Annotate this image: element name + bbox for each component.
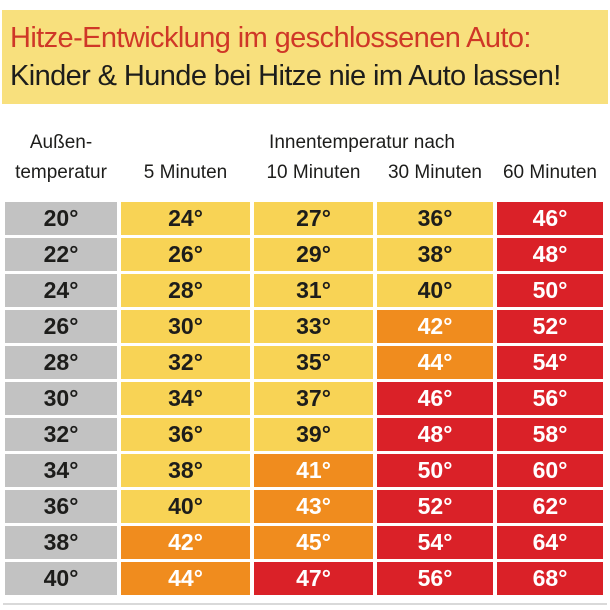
inner-temperature-cell: 34° [121, 382, 250, 415]
inner-temperature-cell: 30° [121, 310, 250, 343]
inner-temperature-cell: 35° [254, 346, 373, 379]
inner-temperature-cell: 46° [497, 202, 603, 235]
banner: Hitze-Entwicklung im geschlossenen Auto:… [2, 10, 608, 104]
banner-subtitle: Kinder & Hunde bei Hitze nie im Auto las… [10, 60, 561, 92]
inner-temperature-cell: 52° [377, 490, 493, 523]
outside-temperature-header: Außen- temperatur [5, 128, 117, 188]
inner-temperature-cell: 56° [377, 562, 493, 595]
inner-temperature-cell: 48° [497, 238, 603, 271]
inner-temperature-cell: 38° [121, 454, 250, 487]
inner-temperature-cell: 40° [377, 274, 493, 307]
inner-temperature-cell: 58° [497, 418, 603, 451]
outside-temperature-cell: 30° [5, 382, 117, 415]
inner-temperature-cell: 54° [377, 526, 493, 559]
inner-temperature-cell: 28° [121, 274, 250, 307]
inner-temperature-cell: 42° [377, 310, 493, 343]
outside-temperature-cell: 32° [5, 418, 117, 451]
inner-temperature-group-header: Innentemperatur nach [269, 132, 455, 153]
inner-temperature-cell: 33° [254, 310, 373, 343]
bottom-divider [3, 603, 607, 605]
inner-temperature-cell: 32° [121, 346, 250, 379]
inner-temperature-cell: 48° [377, 418, 493, 451]
inner-temperature-cell: 54° [497, 346, 603, 379]
inner-temperature-cell: 42° [121, 526, 250, 559]
inner-temperature-cell: 36° [121, 418, 250, 451]
outside-temperature-cell: 40° [5, 562, 117, 595]
inner-temperature-cell: 44° [121, 562, 250, 595]
table-header: Außen- temperatur Innentemperatur nach 5… [5, 128, 610, 188]
inner-temperature-cell: 39° [254, 418, 373, 451]
outside-temperature-cell: 22° [5, 238, 117, 271]
inner-temperature-cell: 60° [497, 454, 603, 487]
inner-temperature-cell: 40° [121, 490, 250, 523]
outside-temperature-cell: 26° [5, 310, 117, 343]
inner-temperature-cell: 36° [377, 202, 493, 235]
inner-temperature-cell: 29° [254, 238, 373, 271]
inner-temperature-cell: 47° [254, 562, 373, 595]
banner-title: Hitze-Entwicklung im geschlossenen Auto: [10, 22, 531, 54]
column-header-5-minutes: 5 Minuten [143, 162, 228, 183]
inner-temperature-cell: 64° [497, 526, 603, 559]
outside-temperature-cell: 34° [5, 454, 117, 487]
outside-temperature-header-line1: Außen- [29, 132, 93, 153]
inner-temperature-cell: 52° [497, 310, 603, 343]
outside-temperature-header-line2: temperatur [15, 162, 107, 183]
outside-temperature-cell: 36° [5, 490, 117, 523]
inner-temperature-cell: 27° [254, 202, 373, 235]
inner-temperature-cell: 24° [121, 202, 250, 235]
inner-temperature-cell: 62° [497, 490, 603, 523]
inner-temperature-cell: 50° [497, 274, 603, 307]
column-header-30-minutes: 30 Minuten [387, 162, 482, 183]
inner-temperature-cell: 44° [377, 346, 493, 379]
column-header-10-minutes: 10 Minuten [266, 162, 361, 183]
outside-temperature-cell: 38° [5, 526, 117, 559]
column-header-60-minutes: 60 Minuten [502, 162, 597, 183]
inner-temperature-cell: 46° [377, 382, 493, 415]
inner-temperature-cell: 41° [254, 454, 373, 487]
inner-temperature-cell: 43° [254, 490, 373, 523]
temperature-table-body: 20° 24° 27° 36° 46° 22° 26° 29° 38° 48° 24° 28° 31° 4… [5, 202, 610, 595]
outside-temperature-cell: 24° [5, 274, 117, 307]
inner-temperature-cell: 50° [377, 454, 493, 487]
inner-temperature-cell: 56° [497, 382, 603, 415]
inner-temperature-cell: 31° [254, 274, 373, 307]
inner-temperature-cell: 38° [377, 238, 493, 271]
outside-temperature-cell: 28° [5, 346, 117, 379]
outside-temperature-cell: 20° [5, 202, 117, 235]
inner-temperature-cell: 26° [121, 238, 250, 271]
inner-temperature-cell: 45° [254, 526, 373, 559]
inner-temperature-cell: 37° [254, 382, 373, 415]
inner-temperature-cell: 68° [497, 562, 603, 595]
